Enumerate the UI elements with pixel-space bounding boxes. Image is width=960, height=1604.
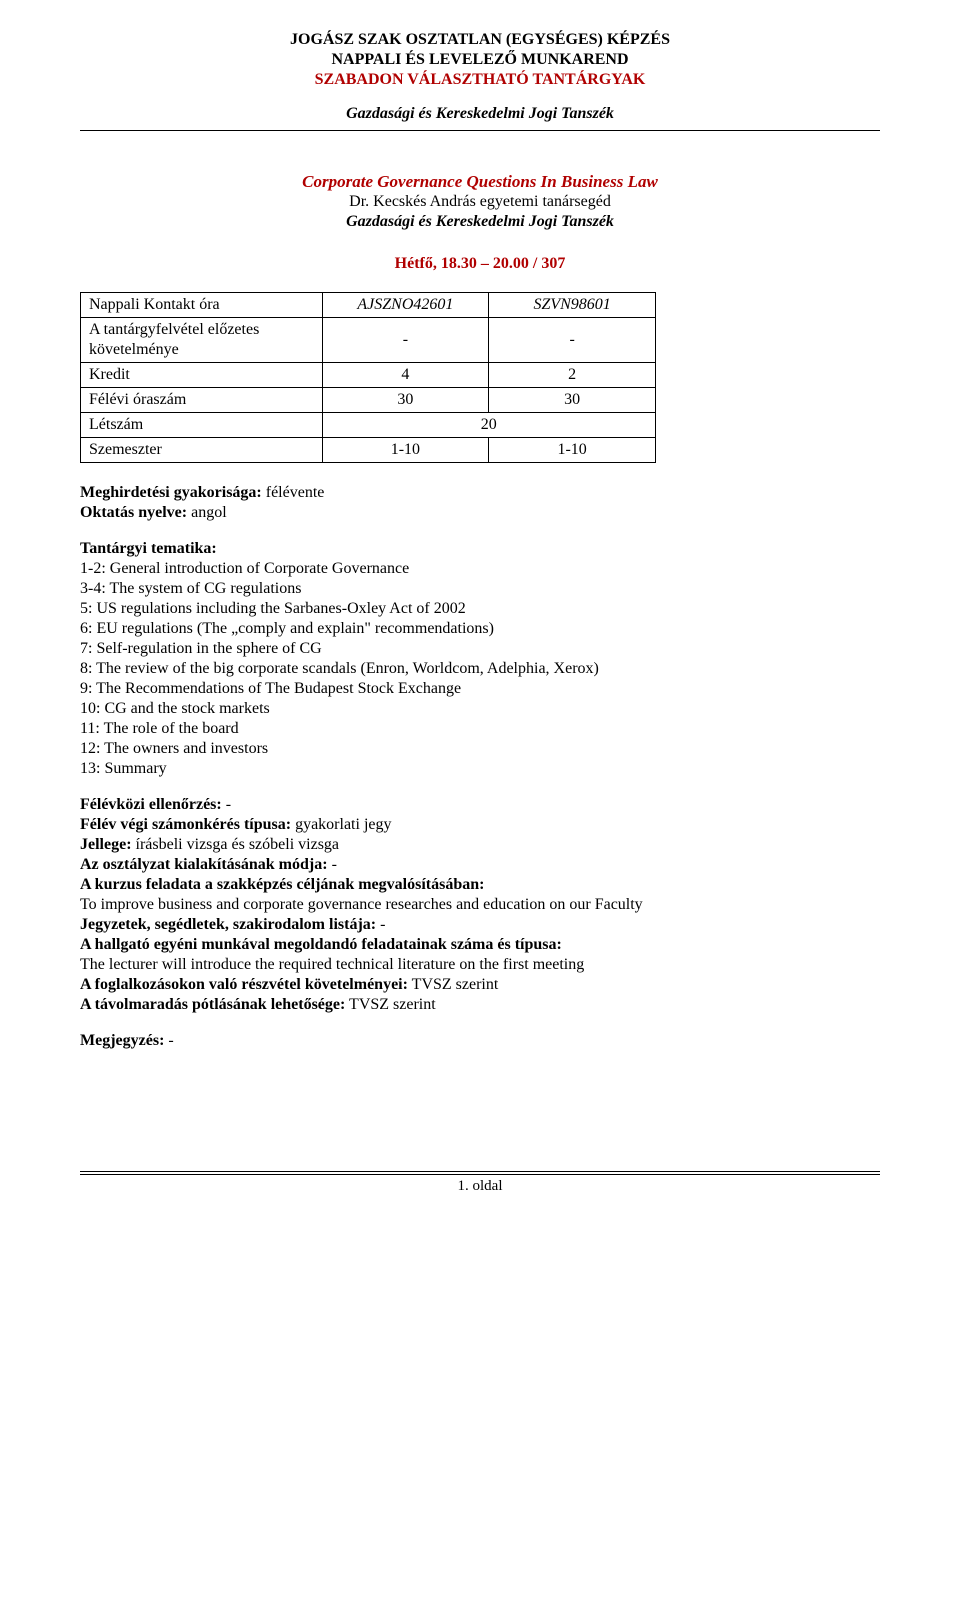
table-cell-label: A tantárgyfelvétel előzetes követelménye (81, 318, 323, 363)
footer-rule-2 (80, 1174, 880, 1175)
table-cell-value: - (489, 318, 656, 363)
detail-line: Félévközi ellenőrzés: - (80, 795, 880, 815)
syllabus-item: 8: The review of the big corporate scand… (80, 659, 880, 679)
table-row: A tantárgyfelvétel előzetes követelménye… (81, 318, 656, 363)
detail-line: To improve business and corporate govern… (80, 895, 880, 915)
course-heading-block: Corporate Governance Questions In Busine… (80, 171, 880, 232)
language-label: Oktatás nyelve: (80, 504, 187, 521)
syllabus-heading: Tantárgyi tematika: (80, 539, 880, 559)
footer-rule-1 (80, 1171, 880, 1172)
details-block: Félévközi ellenőrzés: -Félév végi számon… (80, 795, 880, 1015)
frequency-value: félévente (262, 484, 325, 501)
header-line-2: NAPPALI ÉS LEVELEZŐ MUNKAREND (80, 50, 880, 70)
header-line-3: SZABADON VÁLASZTHATÓ TANTÁRGYAK (80, 70, 880, 90)
detail-label: Félév végi számonkérés típusa: (80, 816, 291, 833)
detail-line: Az osztályzat kialakításának módja: - (80, 855, 880, 875)
detail-value: írásbeli vizsga és szóbeli vizsga (132, 836, 340, 853)
detail-label: A kurzus feladata a szakképzés céljának … (80, 876, 484, 893)
detail-line: The lecturer will introduce the required… (80, 955, 880, 975)
table-cell-value: 30 (322, 388, 489, 413)
course-schedule: Hétfő, 18.30 – 20.00 / 307 (80, 254, 880, 274)
syllabus-item: 9: The Recommendations of The Budapest S… (80, 679, 880, 699)
table-cell-label: Félévi óraszám (81, 388, 323, 413)
header-rule (80, 130, 880, 131)
syllabus-block: Tantárgyi tematika: 1-2: General introdu… (80, 539, 880, 779)
note-label: Megjegyzés: (80, 1032, 164, 1049)
syllabus-item: 3-4: The system of CG regulations (80, 579, 880, 599)
course-info-table: Nappali Kontakt óraAJSZNO42601SZVN98601A… (80, 292, 656, 463)
syllabus-item: 11: The role of the board (80, 719, 880, 739)
page-footer: 1. oldal (80, 1171, 880, 1196)
detail-line: A hallgató egyéni munkával megoldandó fe… (80, 935, 880, 955)
table-row: Szemeszter1-101-10 (81, 438, 656, 463)
table-row: Félévi óraszám3030 (81, 388, 656, 413)
header-line-1: JOGÁSZ SZAK OSZTATLAN (EGYSÉGES) KÉPZÉS (80, 30, 880, 50)
language-value: angol (187, 504, 227, 521)
detail-line: A kurzus feladata a szakképzés céljának … (80, 875, 880, 895)
syllabus-item: 12: The owners and investors (80, 739, 880, 759)
table-cell-value: 4 (322, 363, 489, 388)
table-row: Nappali Kontakt óraAJSZNO42601SZVN98601 (81, 293, 656, 318)
table-cell-value: 30 (489, 388, 656, 413)
table-cell-value: 20 (322, 413, 656, 438)
detail-line: A foglalkozásokon való részvétel követel… (80, 975, 880, 995)
detail-label: A távolmaradás pótlásának lehetősége: (80, 996, 345, 1013)
detail-label: A hallgató egyéni munkával megoldandó fe… (80, 936, 562, 953)
language-line: Oktatás nyelve: angol (80, 503, 880, 523)
detail-value: - (376, 916, 385, 933)
table-cell-value: 1-10 (322, 438, 489, 463)
header-subtitle: Gazdasági és Kereskedelmi Jogi Tanszék (80, 104, 880, 124)
detail-value: TVSZ szerint (345, 996, 435, 1013)
detail-line: A távolmaradás pótlásának lehetősége: TV… (80, 995, 880, 1015)
syllabus-item: 10: CG and the stock markets (80, 699, 880, 719)
detail-label: Jegyzetek, segédletek, szakirodalom list… (80, 916, 376, 933)
table-row: Kredit42 (81, 363, 656, 388)
syllabus-item: 13: Summary (80, 759, 880, 779)
table-cell-label: Szemeszter (81, 438, 323, 463)
page-number: 1. oldal (80, 1177, 880, 1196)
syllabus-item: 5: US regulations including the Sarbanes… (80, 599, 880, 619)
table-cell-label: Kredit (81, 363, 323, 388)
table-cell-value: 2 (489, 363, 656, 388)
table-row: Létszám20 (81, 413, 656, 438)
frequency-label: Meghirdetési gyakorisága: (80, 484, 262, 501)
detail-label: Jellege: (80, 836, 132, 853)
table-cell-value: - (322, 318, 489, 363)
note-block: Megjegyzés: - (80, 1031, 880, 1051)
syllabus-item: 1-2: General introduction of Corporate G… (80, 559, 880, 579)
note-value: - (164, 1032, 173, 1049)
meta-block: Meghirdetési gyakorisága: félévente Okta… (80, 483, 880, 523)
detail-line: Jegyzetek, segédletek, szakirodalom list… (80, 915, 880, 935)
syllabus-item: 7: Self-regulation in the sphere of CG (80, 639, 880, 659)
course-title: Corporate Governance Questions In Busine… (80, 171, 880, 192)
syllabus-list: 1-2: General introduction of Corporate G… (80, 559, 880, 779)
detail-label: Az osztályzat kialakításának módja: (80, 856, 328, 873)
detail-value: - (222, 796, 231, 813)
course-department: Gazdasági és Kereskedelmi Jogi Tanszék (80, 212, 880, 232)
detail-label: Félévközi ellenőrzés: (80, 796, 222, 813)
detail-value: TVSZ szerint (408, 976, 498, 993)
detail-value: - (328, 856, 337, 873)
detail-line: Jellege: írásbeli vizsga és szóbeli vizs… (80, 835, 880, 855)
course-lecturer: Dr. Kecskés András egyetemi tanársegéd (80, 192, 880, 212)
syllabus-item: 6: EU regulations (The „comply and expla… (80, 619, 880, 639)
table-cell-label: Nappali Kontakt óra (81, 293, 323, 318)
table-cell-value: SZVN98601 (489, 293, 656, 318)
table-cell-value: 1-10 (489, 438, 656, 463)
table-cell-value: AJSZNO42601 (322, 293, 489, 318)
detail-label: A foglalkozásokon való részvétel követel… (80, 976, 408, 993)
detail-value: gyakorlati jegy (291, 816, 391, 833)
page-header: JOGÁSZ SZAK OSZTATLAN (EGYSÉGES) KÉPZÉS … (80, 30, 880, 124)
frequency-line: Meghirdetési gyakorisága: félévente (80, 483, 880, 503)
detail-line: Félév végi számonkérés típusa: gyakorlat… (80, 815, 880, 835)
table-cell-label: Létszám (81, 413, 323, 438)
